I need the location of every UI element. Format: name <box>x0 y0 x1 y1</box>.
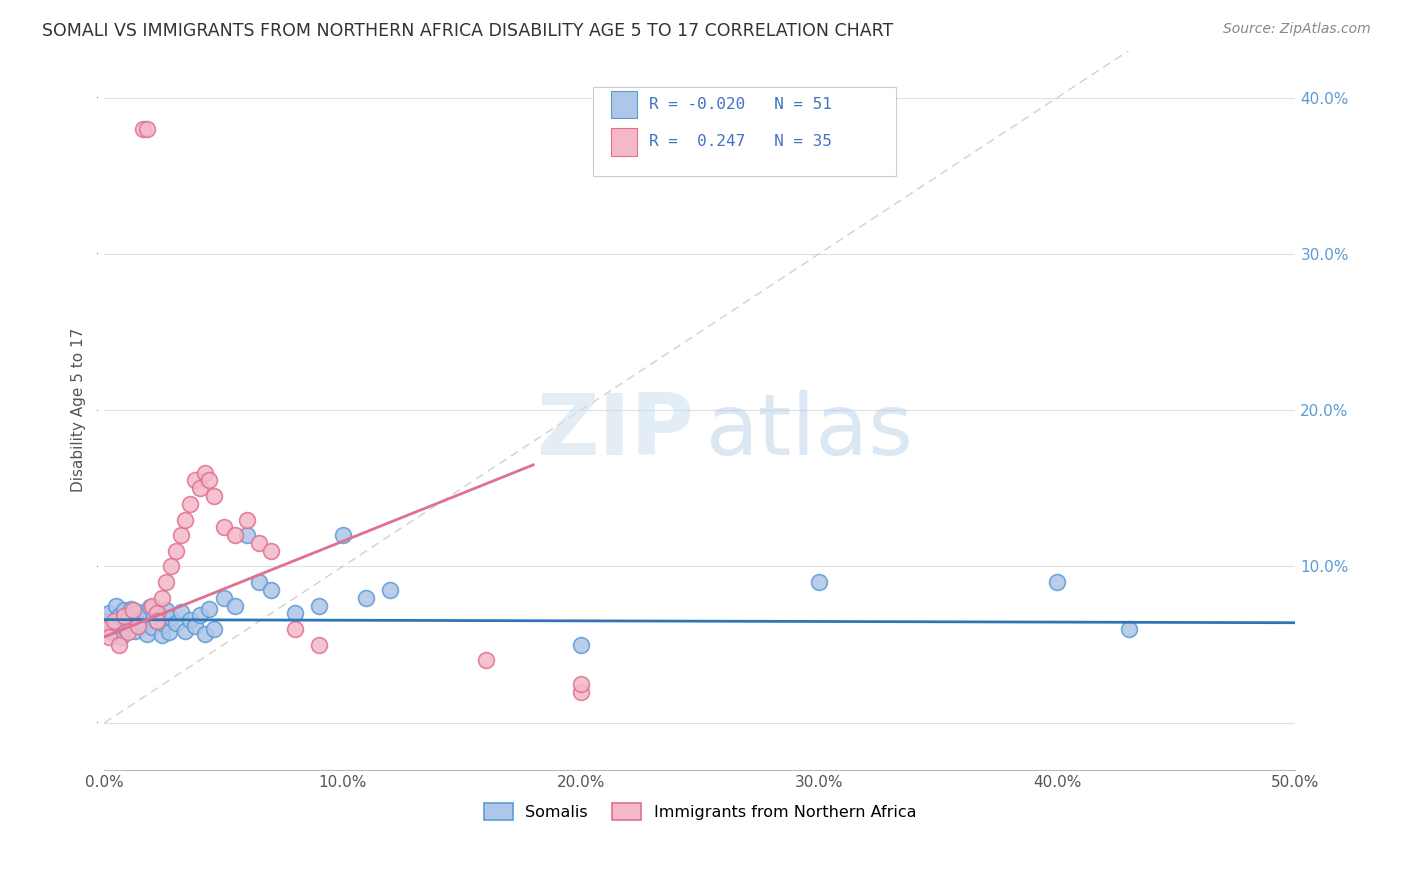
Point <box>356 591 378 605</box>
Point <box>184 474 207 488</box>
Legend: Somalis, Immigrants from Northern Africa: Somalis, Immigrants from Northern Africa <box>478 797 922 826</box>
Point <box>193 466 215 480</box>
Point <box>107 609 129 624</box>
Point <box>117 611 139 625</box>
Point <box>120 601 142 615</box>
Point <box>131 617 153 632</box>
Point <box>474 653 496 667</box>
Point <box>308 599 330 613</box>
Point <box>110 630 132 644</box>
Point <box>107 638 129 652</box>
Point <box>105 599 128 613</box>
Point <box>260 544 283 558</box>
Point <box>170 528 193 542</box>
Point <box>179 497 201 511</box>
Point <box>193 626 215 640</box>
Text: R = -0.020   N = 51: R = -0.020 N = 51 <box>648 97 831 112</box>
Point <box>1046 575 1069 590</box>
Point <box>260 582 283 597</box>
Point <box>146 607 169 621</box>
Point <box>98 607 121 621</box>
Point <box>100 625 122 640</box>
Point <box>141 599 163 613</box>
Point <box>198 474 221 488</box>
Point <box>247 536 270 550</box>
Y-axis label: Disability Age 5 to 17: Disability Age 5 to 17 <box>72 328 86 492</box>
FancyBboxPatch shape <box>610 91 637 119</box>
Point <box>146 614 169 628</box>
Point <box>569 684 592 698</box>
Point <box>103 619 125 633</box>
Point <box>569 638 592 652</box>
Point <box>124 624 146 638</box>
Point <box>569 676 592 690</box>
Point <box>236 512 259 526</box>
Point <box>236 528 259 542</box>
Point <box>150 628 173 642</box>
Point <box>93 614 115 628</box>
Point <box>174 512 197 526</box>
Point <box>160 559 183 574</box>
Point <box>157 625 180 640</box>
Point <box>143 609 166 624</box>
Point <box>308 638 330 652</box>
FancyBboxPatch shape <box>610 128 637 155</box>
Point <box>160 611 183 625</box>
Point <box>1118 622 1140 636</box>
Point <box>212 591 235 605</box>
Point <box>212 520 235 534</box>
Point <box>284 622 307 636</box>
Point <box>148 607 170 621</box>
Point <box>224 528 246 542</box>
Text: SOMALI VS IMMIGRANTS FROM NORTHERN AFRICA DISABILITY AGE 5 TO 17 CORRELATION CHA: SOMALI VS IMMIGRANTS FROM NORTHERN AFRIC… <box>42 22 893 40</box>
Point <box>141 620 163 634</box>
Point <box>131 121 153 136</box>
Point <box>170 605 193 619</box>
Point <box>122 603 145 617</box>
Point <box>808 575 831 590</box>
Point <box>93 622 115 636</box>
Point <box>98 630 121 644</box>
Point <box>136 626 159 640</box>
Point <box>127 605 149 619</box>
Text: R =  0.247   N = 35: R = 0.247 N = 35 <box>648 135 831 150</box>
Point <box>117 625 139 640</box>
Point <box>112 603 135 617</box>
Point <box>136 121 159 136</box>
Point <box>179 613 201 627</box>
Point <box>165 544 187 558</box>
Text: Source: ZipAtlas.com: Source: ZipAtlas.com <box>1223 22 1371 37</box>
Point <box>103 614 125 628</box>
Point <box>184 619 207 633</box>
Point <box>127 619 149 633</box>
Point <box>247 575 270 590</box>
Point <box>122 615 145 630</box>
Point <box>174 624 197 638</box>
Point <box>332 528 354 542</box>
Text: atlas: atlas <box>706 390 914 474</box>
Point <box>138 600 160 615</box>
Point <box>284 607 307 621</box>
Text: ZIP: ZIP <box>536 390 695 474</box>
Point <box>380 582 402 597</box>
Point <box>202 489 225 503</box>
Point <box>155 575 177 590</box>
Point <box>224 599 246 613</box>
Point <box>115 622 138 636</box>
Point <box>134 607 156 622</box>
Point <box>112 609 135 624</box>
Point <box>153 617 176 632</box>
Point <box>165 615 187 630</box>
Point <box>202 622 225 636</box>
Point <box>155 603 177 617</box>
FancyBboxPatch shape <box>593 87 897 177</box>
Point <box>188 481 211 495</box>
Point <box>150 591 173 605</box>
Point <box>198 601 221 615</box>
Point <box>146 614 169 628</box>
Point <box>188 607 211 622</box>
Point <box>129 613 152 627</box>
